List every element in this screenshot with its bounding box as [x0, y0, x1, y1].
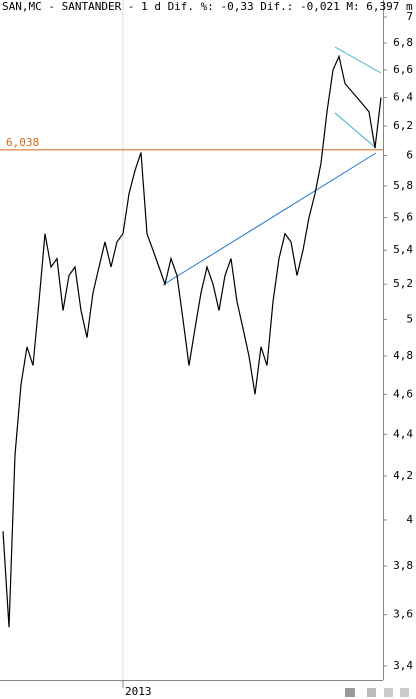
price-line	[2, 54, 382, 628]
y-tick-label: 5,4	[393, 243, 413, 256]
y-tick-label: 7	[406, 10, 413, 23]
y-tick-label: 4,6	[393, 387, 413, 400]
channel-line	[334, 46, 382, 74]
toolbar-icon[interactable]	[367, 688, 376, 697]
y-tick-label: 6	[406, 149, 413, 162]
y-tick-label: 6,4	[393, 91, 413, 104]
y-tick-label: 4	[406, 513, 413, 526]
y-tick-label: 3,6	[393, 608, 413, 621]
chart-title: SAN,MC - SANTANDER - 1 d Dif. %: -0,33 D…	[2, 0, 413, 13]
y-tick-label: 4,2	[393, 469, 413, 482]
y-tick-label: 5,6	[393, 211, 413, 224]
x-tick-label: 2013	[125, 685, 152, 698]
toolbar-icon[interactable]	[345, 688, 355, 697]
reference-label: 6,038	[6, 136, 39, 149]
y-tick-label: 4,8	[393, 349, 413, 362]
y-tick-label: 5	[406, 312, 413, 325]
y-tick-label: 5,8	[393, 179, 413, 192]
toolbar-icon[interactable]	[384, 688, 393, 697]
y-tick-label: 3,4	[393, 659, 413, 672]
y-tick-label: 3,8	[393, 559, 413, 572]
y-tick-label: 6,2	[393, 119, 413, 132]
y-tick-label: 6,8	[393, 36, 413, 49]
toolbar	[345, 688, 409, 697]
trend-line	[162, 152, 377, 286]
trend-lines	[162, 46, 382, 286]
y-tick-label: 6,6	[393, 63, 413, 76]
y-tick-label: 4,4	[393, 427, 413, 440]
toolbar-icon[interactable]	[400, 688, 409, 697]
y-tick-label: 5,2	[393, 277, 413, 290]
channel-line	[334, 112, 377, 149]
